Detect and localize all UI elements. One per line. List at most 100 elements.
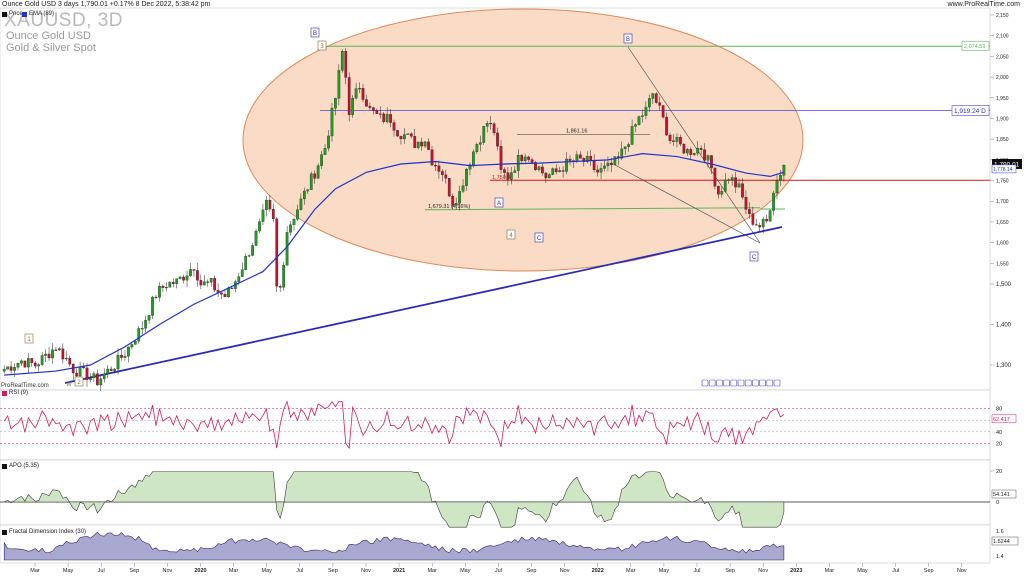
candle-body (723, 179, 727, 192)
candle-body (506, 172, 510, 180)
site-url[interactable]: www.ProRealTime.com (947, 1, 1020, 8)
candle-body (420, 141, 424, 147)
candle-body (620, 148, 624, 159)
candle-body (579, 154, 582, 159)
candle-body (320, 154, 323, 166)
chart-title: Ounce Gold USD 3 days 1,790.01 +0.17% 8 … (2, 1, 211, 8)
rsi-panel-frame (0, 389, 991, 461)
candle-body (227, 287, 230, 298)
candle-body (247, 255, 251, 257)
candle-body (637, 116, 641, 125)
candle-body (16, 363, 20, 368)
candle-body (768, 210, 772, 222)
candle-body (634, 124, 637, 127)
candle-body (692, 153, 696, 155)
price-tick-label: 2,150 (996, 13, 1009, 19)
time-tick-label: Jul (296, 568, 303, 574)
candle-body (437, 165, 441, 172)
candle-body (717, 186, 720, 195)
legend-apo-swatch (2, 463, 7, 469)
candle-body (551, 168, 555, 175)
time-tick-label: Sep (129, 568, 139, 574)
candle-body (699, 147, 703, 150)
price-tick-label: 1,550 (996, 261, 1009, 267)
candle-body (344, 51, 348, 78)
candle-body (120, 354, 123, 358)
candle-body (323, 148, 327, 155)
time-tick-label: Nov (957, 568, 967, 574)
calendar-icon (708, 379, 716, 387)
candle-body (130, 344, 134, 348)
candle-body (630, 126, 634, 145)
candle-body (275, 218, 279, 287)
time-tick-label: Mar (626, 568, 636, 574)
candle-body (116, 354, 120, 370)
candle-body (99, 378, 103, 386)
candle-body (175, 278, 179, 284)
candle-body (534, 162, 537, 170)
fdi-area (3, 531, 785, 561)
candle-body (289, 224, 292, 233)
candle-body (489, 123, 493, 125)
candle-body (606, 162, 610, 167)
legend-fdi[interactable]: Fractal Dimension Index (30) (2, 529, 86, 535)
candle-body (351, 98, 355, 115)
candle-body (565, 158, 568, 172)
legend-ema[interactable]: EMA (89) (22, 11, 54, 17)
candle-body (58, 348, 61, 351)
rsi-level-label: 40 (996, 430, 1002, 436)
candle-body (751, 213, 755, 225)
time-tick-label: Sep (725, 568, 735, 574)
legend-price[interactable]: Price (2, 11, 23, 17)
candle-body (102, 373, 106, 379)
calendar-icon (716, 379, 723, 387)
wave-label-2: 2 (77, 380, 81, 386)
candle-body (334, 98, 337, 109)
price-tick-label: 1,900 (996, 116, 1009, 122)
current-price-tag (992, 158, 1022, 169)
candle-body (403, 134, 406, 140)
legend-rsi[interactable]: RSI (9) (2, 390, 28, 396)
candle-body (206, 281, 210, 283)
candle-body (568, 158, 572, 161)
price-tick-label: 1,650 (996, 220, 1009, 226)
level-label-1919: 1,919.24 D (954, 108, 986, 115)
candle-body (478, 142, 482, 145)
time-tick-label: Nov (163, 568, 173, 574)
calendar-icon (752, 379, 759, 387)
candle-body (644, 106, 648, 116)
wave-label-box (623, 33, 633, 44)
candle-body (485, 123, 489, 127)
rsi-level-label: 20 (996, 441, 1002, 447)
watermark-instrument: Ounce Gold USD (6, 30, 91, 42)
wave-label-c: C (537, 236, 542, 242)
candle-body (754, 224, 758, 226)
candle-body (592, 160, 596, 171)
candle-body (654, 93, 658, 103)
time-tick-label: 2022 (592, 568, 604, 574)
calendar-icon (701, 379, 709, 387)
watermark-name: Ounce Gold USD Gold & Silver Spot (6, 30, 96, 54)
candle-body (782, 165, 786, 176)
rsi-line (3, 400, 785, 450)
candle-body (482, 126, 486, 143)
candle-body (61, 348, 65, 360)
candle-body (513, 170, 517, 173)
fdi-level-label: 1.6 (996, 529, 1004, 535)
candle-body (75, 372, 78, 377)
apo-area (4, 471, 785, 528)
candle-body (144, 320, 147, 329)
candle-body (161, 285, 165, 288)
legend-apo[interactable]: APO (5.35) (2, 463, 39, 469)
candle-body (23, 360, 27, 368)
candle-body (523, 156, 527, 162)
candle-body (44, 353, 47, 356)
watermark-category: Gold & Silver Spot (6, 42, 96, 54)
ema-price-tag (991, 164, 1017, 174)
candle-body (434, 165, 437, 167)
candle-body (554, 168, 558, 173)
wave-label-w: W (66, 382, 72, 388)
wave-label-4: 4 (509, 233, 513, 239)
wedge-upper-line (627, 46, 761, 244)
